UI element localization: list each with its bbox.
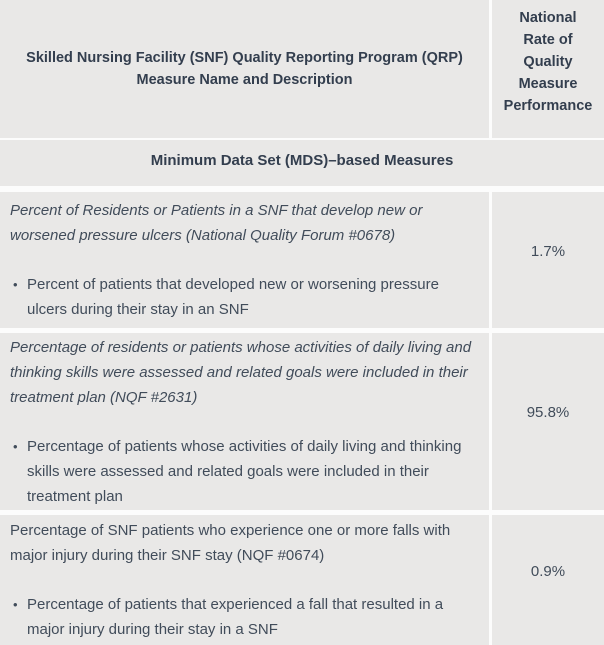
header-measure-name-cell: Skilled Nursing Facility (SNF) Quality R…: [0, 0, 489, 138]
measure-rate-cell: 0.9%: [489, 515, 604, 645]
measure-title: Percent of Residents or Patients in a SN…: [10, 202, 423, 244]
measure-description-cell: Percentage of residents or patients whos…: [0, 333, 489, 510]
table-header-row: Skilled Nursing Facility (SNF) Quality R…: [0, 0, 604, 138]
measure-title: Percentage of residents or patients whos…: [10, 338, 472, 406]
bullet-icon: •: [13, 277, 18, 292]
measure-bullet-item: • Percentage of patients that experience…: [0, 592, 489, 642]
measure-bullet-text: Percentage of patients that experienced …: [27, 596, 444, 638]
bullet-icon: •: [13, 438, 18, 454]
measure-bullet-text: Percent of patients that developed new o…: [27, 276, 439, 318]
header-national-rate-cell: National Rate of Quality Measure Perform…: [489, 0, 604, 138]
measure-bullet-text: Percentage of patients whose activities …: [27, 437, 462, 505]
measure-rate-cell: 1.7%: [489, 192, 604, 328]
measure-rate-cell: 95.8%: [489, 333, 604, 510]
rate-value: 95.8%: [526, 404, 570, 421]
rate-value: 0.9%: [530, 562, 566, 580]
measure-bullet-item: • Percent of patients that developed new…: [0, 272, 489, 322]
table-row: Percent of Residents or Patients in a SN…: [0, 192, 604, 328]
measure-bullet-item: • Percentage of patients whose activitie…: [0, 434, 489, 509]
measure-title: Percentage of SNF patients who experienc…: [10, 522, 451, 564]
measure-description-cell: Percentage of SNF patients who experienc…: [0, 515, 489, 645]
bullet-icon: •: [13, 597, 18, 612]
measure-description-cell: Percent of Residents or Patients in a SN…: [0, 192, 489, 328]
header-national-rate-label: National Rate of Quality Measure Perform…: [503, 10, 593, 114]
table-row: Percentage of residents or patients whos…: [0, 333, 604, 510]
table-row: Percentage of SNF patients who experienc…: [0, 515, 604, 645]
header-measure-name-label: Skilled Nursing Facility (SNF) Quality R…: [26, 50, 463, 88]
rate-value: 1.7%: [530, 242, 566, 260]
mds-section-label: Minimum Data Set (MDS)–based Measures: [150, 151, 454, 169]
mds-section-row: Minimum Data Set (MDS)–based Measures: [0, 140, 604, 186]
